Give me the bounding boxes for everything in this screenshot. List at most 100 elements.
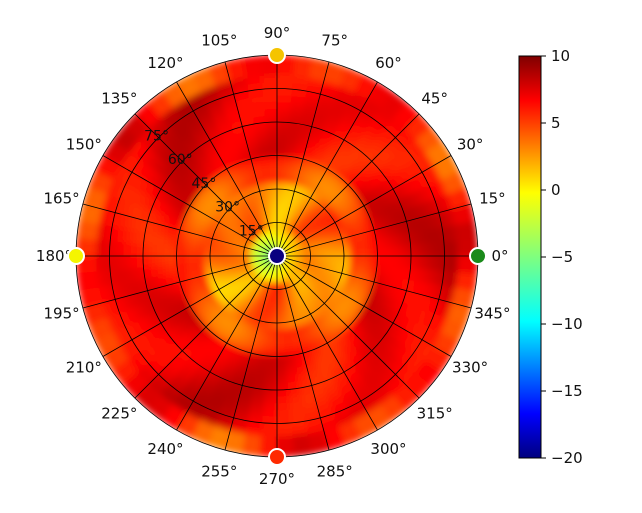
heatmap-cell: [276, 94, 292, 103]
heatmap-cell: [203, 242, 212, 251]
radial-tick-labels: 15° 30° 45° 60° 75°: [144, 129, 264, 240]
angular-tick-label: 90°: [264, 24, 291, 42]
heatmap-cell: [176, 246, 184, 257]
heatmap-cell: [261, 334, 271, 344]
angular-tick-label: 45°: [421, 89, 448, 107]
heatmap-cell: [276, 349, 287, 357]
heatmap-cell: [262, 328, 271, 337]
heatmap-cell: [149, 255, 158, 268]
angular-tick-labels: 0° 15° 30° 45° 60° 75° 90° 105° 120° 135° 150° 165°…: [36, 24, 511, 488]
heatmap-cell: [283, 175, 292, 184]
heatmap-cell: [370, 246, 378, 257]
angular-tick-label: 105°: [201, 32, 237, 50]
heatmap-cell: [276, 128, 289, 137]
heatmap-cell: [276, 181, 284, 190]
heatmap-cell: [303, 255, 311, 260]
heatmap-cell: [268, 161, 278, 170]
heatmap-cell: [436, 255, 445, 271]
heatmap-cell: [115, 255, 124, 271]
heatmap-cell: [273, 282, 278, 290]
heatmap-cell: [260, 429, 278, 438]
heatmap-cell: [266, 308, 273, 317]
heatmap-cell: [264, 121, 278, 130]
heatmap-cell: [376, 255, 385, 266]
angular-gridline: [102, 255, 278, 357]
heatmap-cell: [263, 101, 278, 110]
heatmap-cell: [356, 248, 365, 257]
heatmap-cell: [336, 249, 345, 257]
heatmap-cell: [272, 295, 278, 304]
heatmap-cell: [276, 362, 288, 371]
angular-tick-label: 120°: [147, 54, 183, 72]
heatmap-cell: [396, 244, 405, 257]
heatmap-cell: [310, 255, 318, 260]
heatmap-cell: [189, 240, 199, 250]
heatmap-cell: [456, 239, 465, 257]
heatmap-cell: [270, 322, 278, 331]
heatmap-cell: [260, 68, 278, 77]
heatmap-cell: [276, 422, 293, 431]
heatmap-cell: [266, 362, 278, 371]
angular-tick-label: 195°: [44, 305, 80, 323]
heatmap-cell: [276, 88, 292, 97]
heatmap-cell: [350, 248, 358, 257]
heatmap-cell: [276, 329, 285, 337]
heatmap-cell: [261, 422, 278, 431]
angular-tick-label: 165°: [44, 189, 80, 207]
heatmap-cell: [142, 243, 151, 257]
angular-gridline: [276, 113, 420, 257]
heatmap-cell: [262, 88, 278, 97]
heatmap-cell: [276, 389, 290, 398]
heatmap-cell: [169, 255, 178, 266]
heatmap-cell: [276, 121, 290, 130]
angular-gridline: [276, 255, 378, 431]
heatmap-cell: [265, 128, 278, 137]
heatmap-cell: [276, 175, 285, 183]
heatmap-cell: [263, 321, 272, 330]
heatmap-cell: [202, 255, 211, 263]
heatmap-cell: [410, 243, 419, 257]
heatmap-cell: [276, 135, 288, 143]
angular-gridline: [276, 255, 420, 399]
heatmap-cell: [282, 182, 291, 191]
angular-gridline: [176, 81, 278, 257]
heatmap-cell: [342, 261, 351, 270]
angular-tick-label: 225°: [101, 405, 137, 423]
heatmap-cell: [196, 241, 205, 250]
heatmap-cell: [162, 245, 171, 257]
heatmap-cell: [276, 108, 291, 117]
heatmap-cell: [263, 108, 278, 117]
heatmap-cell: [209, 255, 218, 263]
heatmap-cell: [268, 342, 278, 351]
heatmap-cell: [260, 74, 278, 83]
colorbar-tick-label: −5: [551, 248, 573, 266]
heatmap-cell: [363, 247, 372, 257]
heatmap-cell: [269, 175, 278, 183]
heatmap-cell: [262, 409, 278, 418]
heatmap-cell: [276, 382, 290, 391]
angular-tick-label: 240°: [147, 440, 183, 458]
angular-gridline: [102, 155, 278, 257]
heatmap-cell: [267, 155, 278, 163]
heatmap-cell: [209, 244, 218, 252]
heatmap-cell: [450, 255, 459, 273]
heatmap-cell: [443, 255, 452, 272]
angular-gridline: [276, 155, 452, 257]
heatmap-cell: [276, 74, 294, 83]
heatmap-cell: [276, 68, 294, 77]
heatmap-cell: [276, 208, 282, 217]
heatmap-cell: [182, 247, 191, 257]
angular-gridline: [134, 113, 278, 257]
heatmap-cell: [443, 240, 452, 257]
heatmap-cell: [396, 255, 405, 268]
heatmap-cell: [260, 435, 278, 444]
colorbar-tick-label: 5: [551, 114, 561, 132]
angular-tick-label: 135°: [101, 89, 137, 107]
heatmap-cell: [376, 246, 385, 257]
angular-tick-label: 210°: [66, 359, 102, 377]
angular-gridline: [276, 255, 330, 451]
heatmap-cell: [271, 309, 278, 317]
heatmap-cell: [223, 251, 231, 257]
heatmap-cell: [264, 114, 278, 123]
heatmap-cell: [269, 335, 278, 344]
